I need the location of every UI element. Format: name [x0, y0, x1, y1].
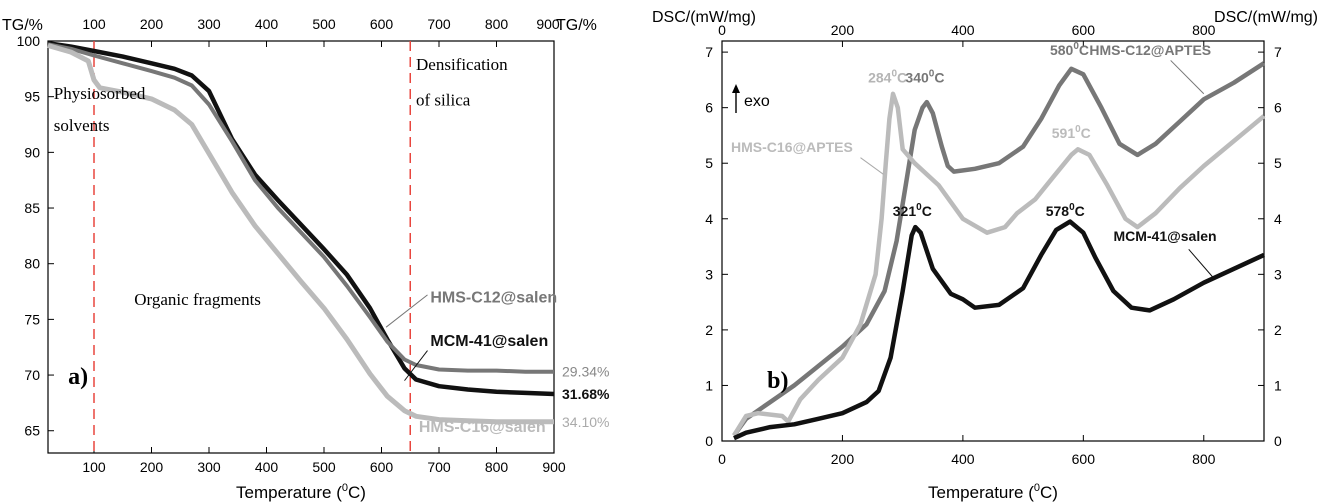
a-x-tick-label: 100: [82, 459, 106, 475]
panel-a-left-axis-title: TG/%: [2, 17, 43, 34]
a-series-label-1: HMS-C12@salen: [430, 290, 557, 307]
b-y-tick-label: 3: [705, 266, 713, 282]
a-annotation-3: of silica: [416, 91, 471, 110]
a-x-tick-label: 700: [427, 459, 451, 475]
b-x-tick-label: 600: [1072, 451, 1096, 467]
a-y-tick-label: 80: [24, 256, 40, 272]
b-series-line-0: [732, 61, 1266, 437]
a-series-line-0: [47, 40, 555, 397]
exo-label: exo: [744, 93, 770, 110]
b-series-line-1: [732, 91, 1266, 437]
a-y-tick-label: 100: [17, 33, 41, 49]
a-top-tick-label: 800: [485, 16, 509, 32]
panel-b-left-axis-title: DSC/(mW/mg): [652, 9, 756, 26]
a-x-tick-label: 300: [197, 459, 221, 475]
a-x-tick-label: 200: [140, 459, 164, 475]
b-top-tick-label: 0: [718, 22, 726, 38]
b-peak-annotation-3: 5910C: [1052, 124, 1091, 141]
a-leader-line: [404, 350, 428, 381]
b-y-tick-label: 2: [705, 322, 713, 338]
b-y-tick-label: 1: [705, 377, 713, 393]
panel-a-x-axis-title: Temperature (0C): [236, 482, 366, 502]
a-annotation-1: solvents: [54, 116, 110, 135]
a-series-label-2: HMS-C16@salen: [419, 419, 546, 436]
panel-b-x-axis-title: Temperature (0C): [928, 482, 1058, 502]
b-peak-annotation-1: 3400C: [905, 69, 944, 86]
b-series-label-2: MCM-41@salen: [1113, 228, 1216, 244]
a-x-tick-label: 900: [542, 459, 566, 475]
a-y-tick-label: 75: [24, 311, 40, 327]
a-series-label-0: MCM-41@salen: [430, 333, 548, 350]
a-annotation-0: Physiosorbed: [54, 84, 146, 103]
b-y-right-tick-label: 0: [1274, 433, 1282, 449]
a-series-line-1: [47, 42, 554, 374]
b-peak-annotation-2: 5800C: [1050, 41, 1089, 58]
b-y-tick-label: 5: [705, 155, 713, 171]
b-leader-line: [1188, 249, 1214, 278]
a-top-tick-label: 500: [312, 16, 336, 32]
a-series-line-2: [47, 43, 554, 425]
b-series-label-0: HMS-C12@APTES: [1089, 42, 1211, 58]
a-end-value-label-2: 34.10%: [562, 414, 609, 430]
b-peak-annotation-5: 5780C: [1046, 202, 1085, 219]
a-annotation-4: Organic fragments: [134, 290, 261, 309]
panel-a-plot-frame: [47, 40, 555, 454]
a-end-value-label-1: 31.68%: [562, 386, 610, 402]
b-y-right-tick-label: 1: [1274, 377, 1282, 393]
b-x-tick-label: 200: [831, 451, 855, 467]
b-y-tick-label: 6: [705, 100, 713, 116]
b-y-tick-label: 4: [705, 211, 713, 227]
b-top-tick-label: 600: [1072, 22, 1096, 38]
a-y-tick-label: 65: [24, 423, 40, 439]
b-series-label-1: HMS-C16@APTES: [731, 139, 853, 155]
a-top-tick-label: 900: [536, 16, 560, 32]
b-y-right-tick-label: 4: [1274, 211, 1282, 227]
b-series-line-2: [733, 219, 1265, 441]
a-top-tick-label: 100: [82, 16, 106, 32]
b-y-right-tick-label: 6: [1274, 100, 1282, 116]
a-top-tick-label: 600: [370, 16, 394, 32]
a-y-tick-label: 90: [24, 144, 40, 160]
a-y-tick-label: 85: [24, 200, 40, 216]
panel-a-right-axis-title: TG/%: [556, 17, 597, 34]
a-annotation-2: Densification: [416, 55, 508, 74]
a-top-tick-label: 700: [427, 16, 451, 32]
a-x-tick-label: 400: [255, 459, 279, 475]
b-panel-label: b): [767, 368, 788, 394]
b-y-right-tick-label: 3: [1274, 266, 1282, 282]
a-top-tick-label: 400: [255, 16, 279, 32]
b-top-tick-label: 200: [831, 22, 855, 38]
b-y-right-tick-label: 2: [1274, 322, 1282, 338]
b-y-right-tick-label: 7: [1274, 44, 1282, 60]
a-annotation-5: a): [68, 364, 88, 390]
b-y-tick-label: 7: [705, 44, 713, 60]
b-x-tick-label: 800: [1192, 451, 1216, 467]
panel-b-right-axis-title: DSC/(mW/mg): [1214, 9, 1318, 26]
b-leader-line: [1170, 60, 1205, 95]
b-y-tick-label: 0: [705, 433, 713, 449]
a-top-tick-label: 300: [197, 16, 221, 32]
panel-b-plot-frame: [721, 40, 1265, 442]
b-leader-line: [860, 157, 884, 175]
b-x-tick-label: 0: [718, 451, 726, 467]
a-x-tick-label: 500: [312, 459, 336, 475]
a-y-tick-label: 95: [24, 89, 40, 105]
a-end-value-label-0: 29.34%: [562, 364, 609, 380]
b-y-right-tick-label: 5: [1274, 155, 1282, 171]
a-leader-line: [385, 294, 428, 328]
a-x-tick-label: 800: [485, 459, 509, 475]
b-peak-annotation-4: 3210C: [893, 202, 932, 219]
b-x-tick-label: 400: [951, 451, 975, 467]
panel-a-tg-chart: 100 200 300 400 500 600 700 800 900 100 200 300 400 5…: [2, 16, 610, 502]
b-peak-annotation-0: 2840C: [868, 69, 907, 86]
b-top-tick-label: 400: [951, 22, 975, 38]
a-top-tick-label: 200: [140, 16, 164, 32]
a-x-tick-label: 600: [370, 459, 394, 475]
a-y-tick-label: 70: [24, 367, 40, 383]
b-top-tick-label: 800: [1192, 22, 1216, 38]
exo-arrow-head-icon: [732, 84, 740, 93]
